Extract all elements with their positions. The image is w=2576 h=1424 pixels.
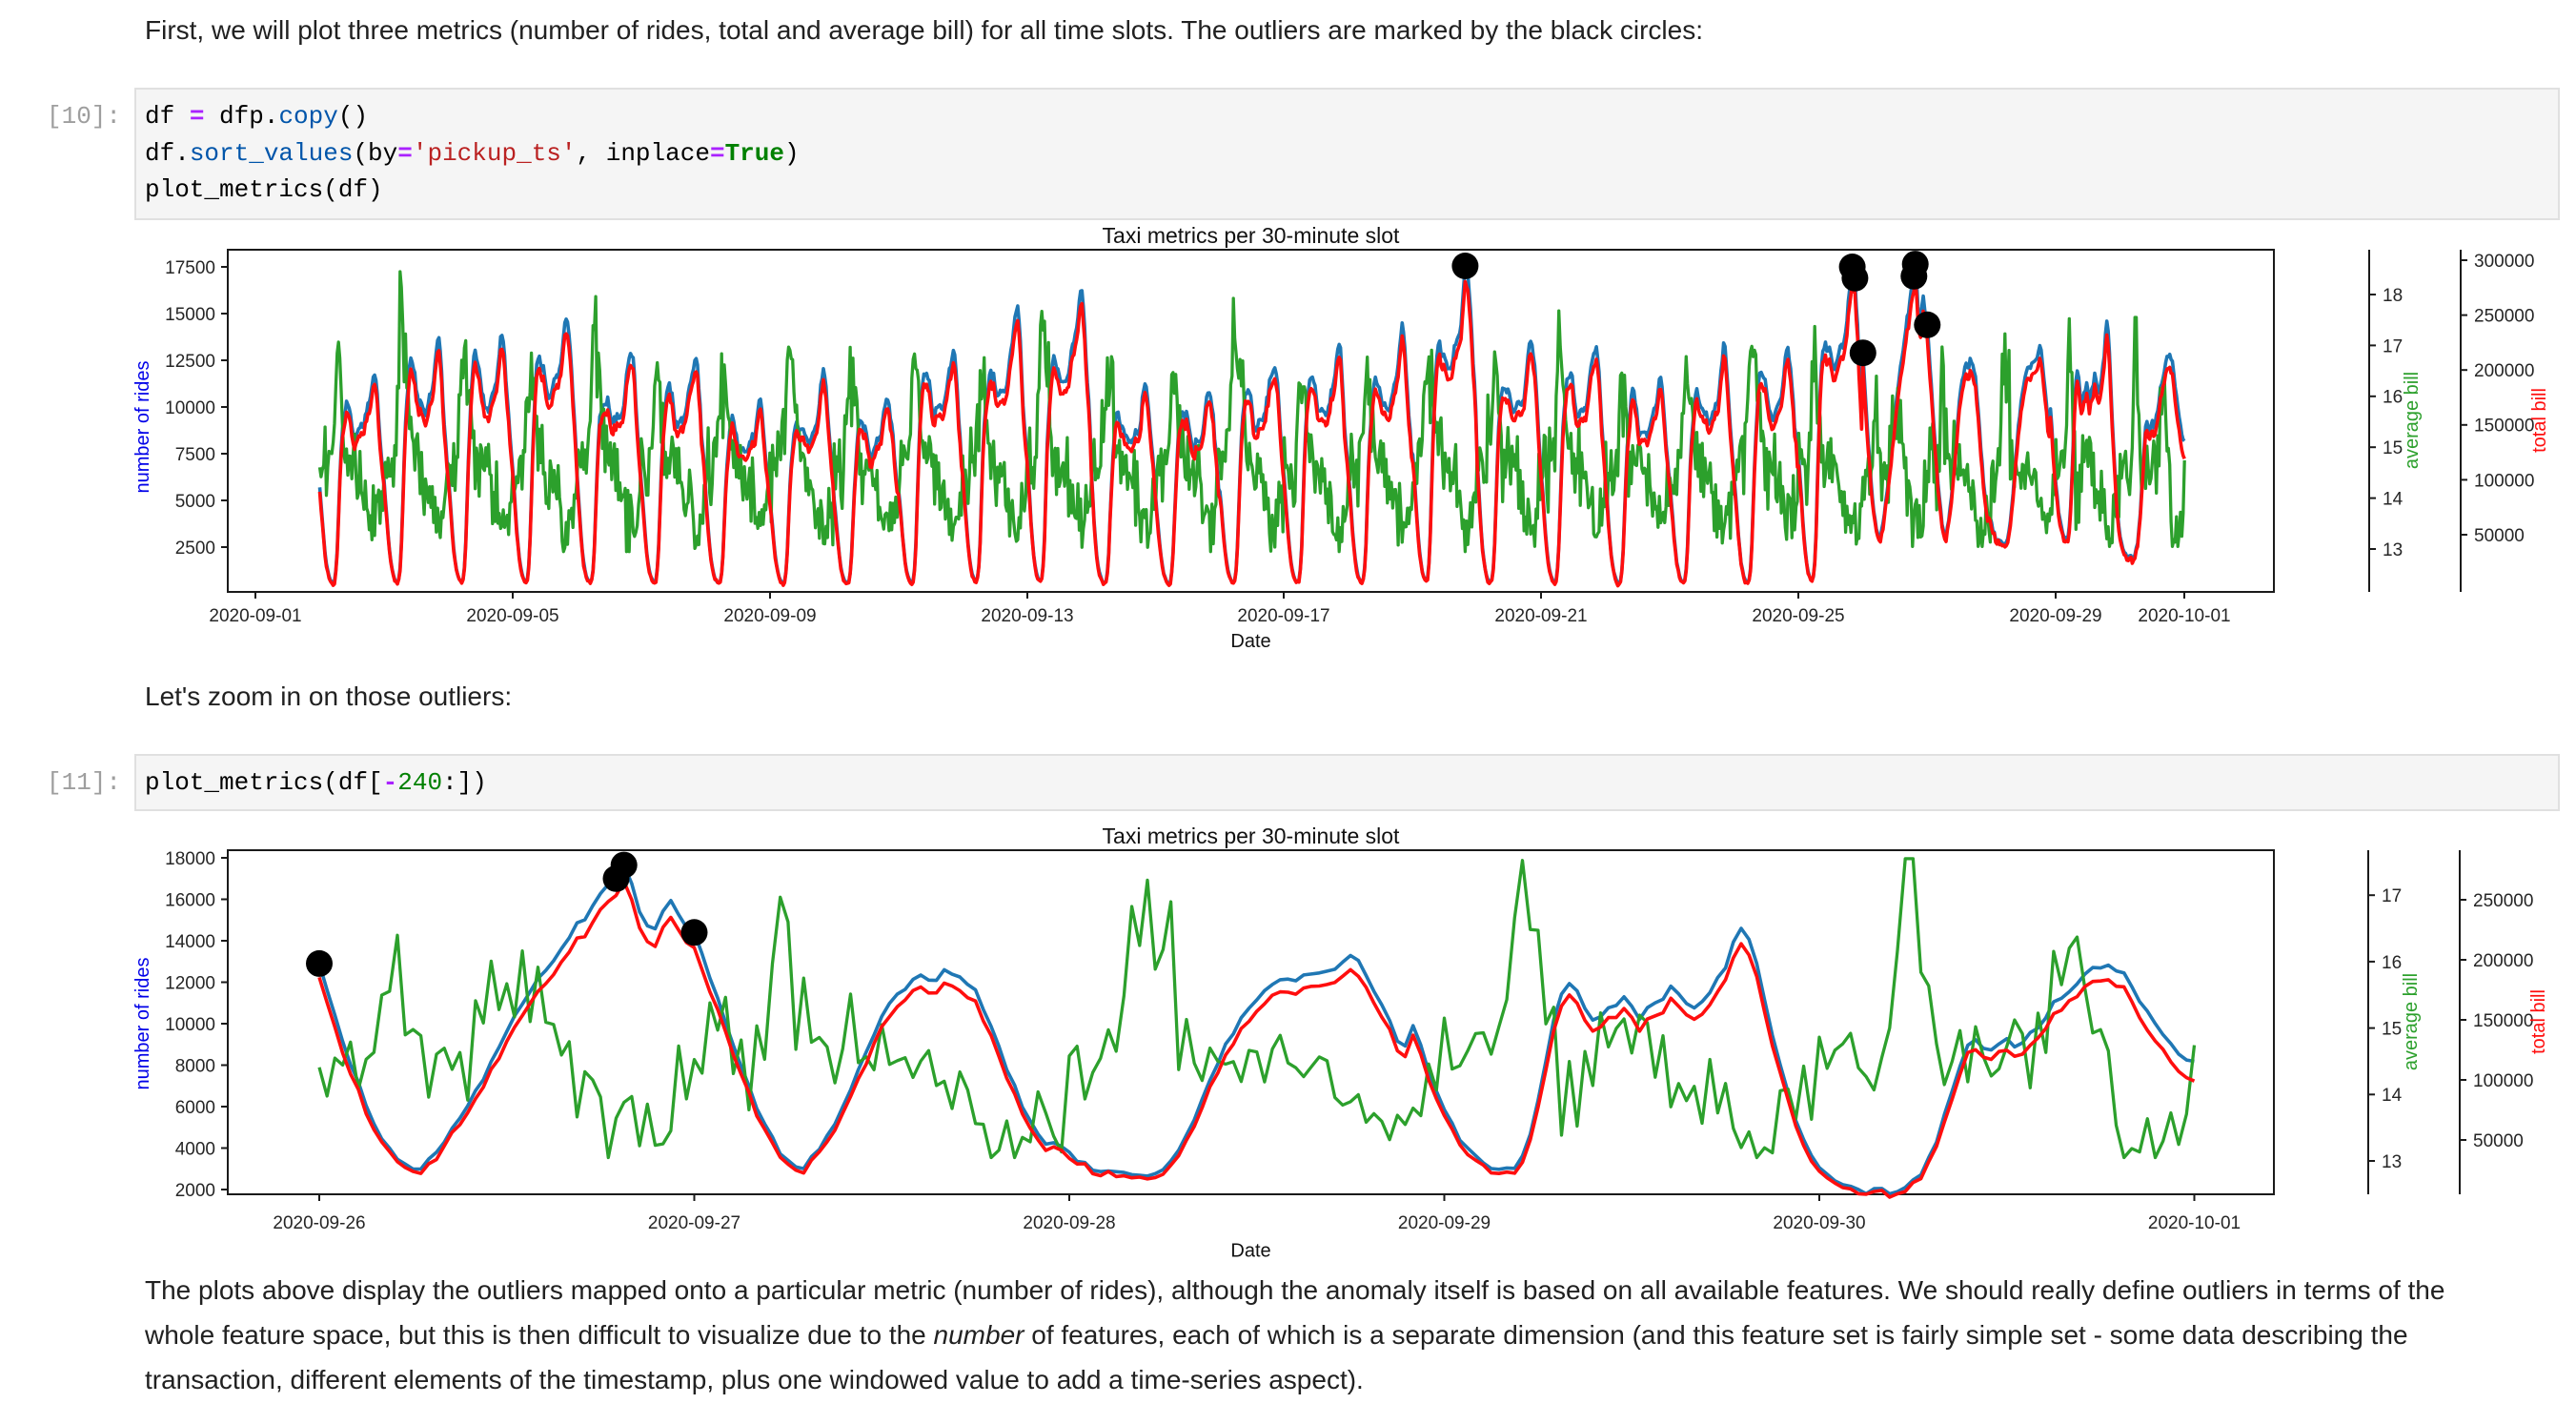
svg-text:2020-09-17: 2020-09-17 [1237,606,1329,626]
svg-text:2500: 2500 [175,539,215,559]
svg-text:5000: 5000 [175,492,215,512]
svg-text:14: 14 [2383,490,2404,510]
svg-text:14: 14 [2382,1086,2403,1106]
svg-text:2020-09-21: 2020-09-21 [1494,606,1587,626]
svg-text:250000: 250000 [2474,307,2534,327]
svg-text:50000: 50000 [2473,1131,2524,1151]
svg-text:100000: 100000 [2473,1071,2533,1091]
svg-text:13: 13 [2383,540,2403,560]
svg-text:300000: 300000 [2474,252,2534,272]
svg-text:18000: 18000 [165,849,215,869]
svg-text:2020-09-09: 2020-09-09 [723,606,816,626]
svg-text:number of rides: number of rides [132,361,153,494]
svg-text:total bill: total bill [2529,388,2550,453]
svg-text:18: 18 [2383,286,2403,306]
svg-text:average bill: average bill [2401,973,2422,1070]
svg-text:12500: 12500 [165,352,215,372]
svg-text:number of rides: number of rides [132,958,153,1090]
svg-text:2020-09-28: 2020-09-28 [1023,1213,1115,1233]
svg-text:100000: 100000 [2474,471,2534,491]
svg-text:150000: 150000 [2474,417,2534,437]
svg-text:6000: 6000 [175,1098,215,1118]
svg-text:15: 15 [2382,1020,2402,1040]
svg-text:12000: 12000 [165,973,215,993]
svg-text:2020-09-25: 2020-09-25 [1752,606,1844,626]
svg-text:2020-09-29: 2020-09-29 [2009,606,2101,626]
svg-text:8000: 8000 [175,1056,215,1076]
svg-text:250000: 250000 [2473,891,2533,911]
svg-text:15: 15 [2383,438,2403,458]
svg-text:17: 17 [2382,886,2402,906]
svg-text:Date: Date [1230,1241,1270,1262]
svg-text:16: 16 [2382,953,2402,973]
svg-text:200000: 200000 [2473,951,2533,971]
svg-text:7500: 7500 [175,445,215,465]
svg-text:14000: 14000 [165,932,215,952]
svg-text:2020-09-13: 2020-09-13 [981,606,1073,626]
svg-text:Taxi metrics per 30-minute slo: Taxi metrics per 30-minute slot [1103,824,1400,848]
svg-text:10000: 10000 [165,398,215,418]
svg-text:2020-09-30: 2020-09-30 [1773,1213,1865,1233]
svg-text:4000: 4000 [175,1139,215,1159]
svg-text:2020-09-26: 2020-09-26 [273,1213,365,1233]
svg-text:13: 13 [2382,1152,2402,1172]
svg-text:15000: 15000 [165,305,215,325]
svg-text:10000: 10000 [165,1015,215,1035]
svg-text:Date: Date [1230,631,1270,652]
svg-text:2020-10-01: 2020-10-01 [2138,606,2230,626]
svg-text:2020-09-01: 2020-09-01 [209,606,301,626]
svg-text:50000: 50000 [2474,526,2525,546]
svg-text:2020-09-29: 2020-09-29 [1398,1213,1491,1233]
svg-text:150000: 150000 [2473,1011,2533,1031]
svg-text:total bill: total bill [2528,989,2549,1054]
svg-text:2000: 2000 [175,1181,215,1201]
svg-text:16: 16 [2383,388,2403,408]
svg-text:Taxi metrics per 30-minute slo: Taxi metrics per 30-minute slot [1103,223,1400,248]
svg-text:2020-09-27: 2020-09-27 [648,1213,740,1233]
svg-text:17500: 17500 [165,258,215,278]
svg-text:average bill: average bill [2402,372,2423,469]
svg-text:16000: 16000 [165,890,215,910]
svg-text:2020-10-01: 2020-10-01 [2148,1213,2241,1233]
svg-text:200000: 200000 [2474,361,2534,381]
svg-text:17: 17 [2383,336,2403,356]
svg-text:2020-09-05: 2020-09-05 [466,606,558,626]
